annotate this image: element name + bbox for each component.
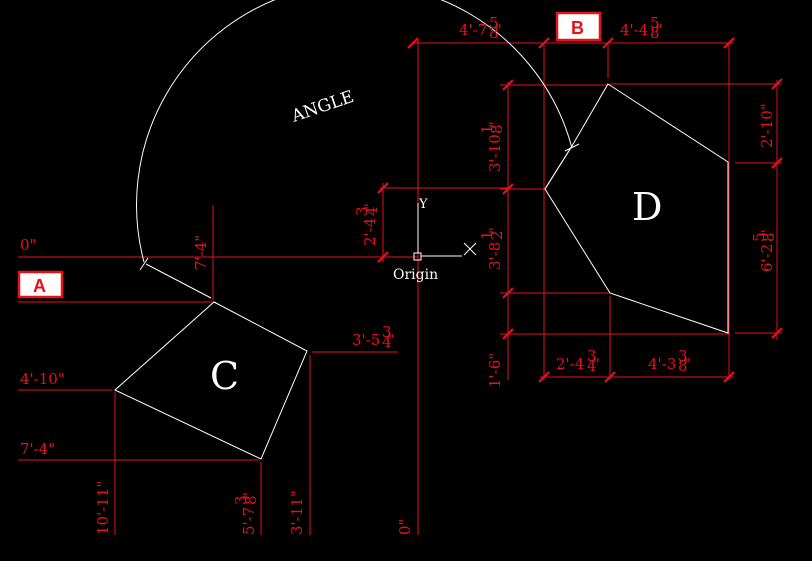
svg-text:4: 4 [587,357,597,375]
svg-text:6'-2: 6'-2 [758,244,776,272]
svg-text:2'-10": 2'-10" [758,103,776,148]
svg-text:1: 1 [478,124,496,134]
origin-label: Origin [393,267,438,283]
svg-text:2: 2 [488,230,506,240]
svg-text:3: 3 [678,347,688,365]
svg-text:": " [758,229,776,236]
shape-d-label: D [632,185,662,229]
svg-text:": " [486,227,504,234]
dim-top-right: 4'-4 5 8 " [620,14,663,42]
svg-text:": " [486,121,504,128]
angle-arc [136,0,573,263]
svg-text:": " [656,21,663,39]
svg-text:4'-7: 4'-7 [459,21,487,39]
svg-text:": " [361,203,379,210]
angle-label: ANGLE [288,87,356,127]
dim-bottom-right: 4'-3 3 8 " [648,347,691,375]
svg-text:8: 8 [242,495,260,505]
svg-text:A: A [33,276,46,296]
dim-top-left: 4'-7 5 8 " [459,14,502,42]
dim-c-right: 3'-5 3 4 " [352,323,395,351]
svg-text:3'-10: 3'-10 [486,134,504,172]
dim-d-bottom: 1'-6" [486,353,504,388]
svg-text:3: 3 [382,323,392,341]
svg-text:4: 4 [382,333,392,351]
svg-text:5: 5 [489,14,499,32]
svg-text:4'-4: 4'-4 [620,21,648,39]
dimension-lines [18,40,782,535]
svg-text:3'-8: 3'-8 [486,242,504,270]
svg-text:2'-4: 2'-4 [361,218,379,246]
svg-text:8: 8 [650,24,660,42]
shape-c-outline [114,301,308,460]
dim-c-top: 7'-4" [192,235,210,270]
svg-text:5'-7: 5'-7 [240,507,258,535]
svg-text:2'-4: 2'-4 [556,355,584,373]
dim-zero-vertical: 0" [396,519,414,535]
dim-c-v2: 5'-7 3 8 " [232,492,260,535]
geometry [114,0,729,460]
svg-text:4'-3: 4'-3 [648,355,676,373]
svg-text:5: 5 [750,232,768,242]
svg-text:": " [593,355,600,373]
dim-c-h2: 7'-4" [20,440,55,458]
dim-d-lower: 3'-8 1 2 " [478,227,506,270]
shape-c-label: C [210,354,239,398]
svg-text:": " [684,355,691,373]
svg-text:3: 3 [353,206,371,216]
dim-c-h1: 4'-10" [20,370,65,388]
dim-zero-horizontal: 0" [20,236,36,254]
svg-text:B: B [571,18,584,38]
dim-d-upper: 3'-10 1 8 " [478,121,506,172]
svg-text:8: 8 [489,24,499,42]
svg-text:8: 8 [760,232,778,242]
svg-text:": " [495,21,502,39]
svg-text:8: 8 [678,357,688,375]
svg-text:3'-5: 3'-5 [352,331,380,349]
dim-right-top: 2'-10" [758,103,776,148]
svg-text:8: 8 [488,124,506,134]
dim-bottom-left: 2'-4 3 4 " [556,347,600,375]
badge-a: A [17,270,64,299]
svg-text:": " [388,331,395,349]
svg-text:3: 3 [587,347,597,365]
svg-text:5: 5 [650,14,660,32]
svg-text:": " [240,492,258,499]
svg-text:3: 3 [232,495,250,505]
dim-c-v3: 3'-11" [288,490,306,535]
svg-text:1: 1 [478,230,496,240]
badge-b: B [555,11,602,42]
dim-origin-vertical: 2'-4 3 4 " [353,203,381,246]
dim-right-mid: 6'-2 5 8 " [750,229,778,272]
svg-text:4: 4 [363,206,381,216]
dimension-ticks [377,37,783,383]
dim-c-v1: 10'-11" [94,481,112,535]
y-axis-label: Y [418,197,428,212]
